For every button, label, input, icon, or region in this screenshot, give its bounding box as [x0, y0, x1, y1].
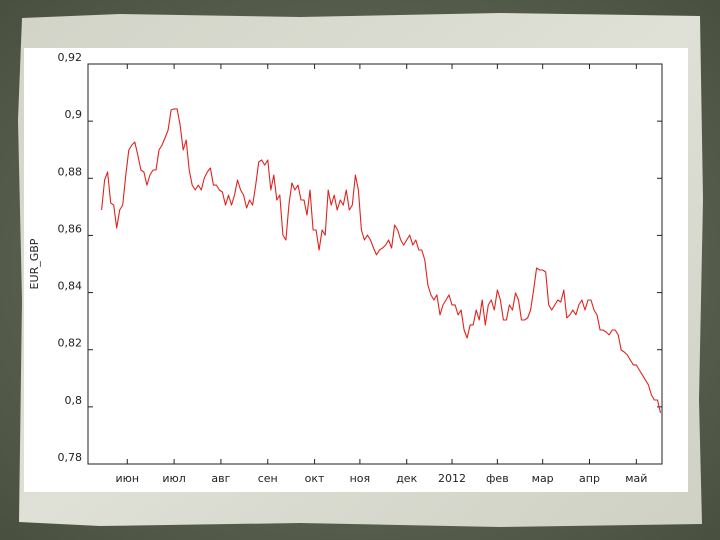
x-tick-label: апр	[579, 472, 600, 485]
y-tick-label: 0,82	[58, 337, 83, 350]
x-tick-label: фев	[486, 472, 509, 485]
x-tick-label: дек	[396, 472, 417, 485]
x-tick-label: авг	[211, 472, 230, 485]
x-tick-label: мар	[532, 472, 554, 485]
y-tick-label: 0,86	[58, 222, 83, 235]
x-tick-label: окт	[305, 472, 325, 485]
plot-frame	[87, 63, 663, 465]
line-series	[101, 108, 662, 414]
x-tick-label: июл	[162, 472, 185, 485]
x-tick-label: июн	[115, 472, 139, 485]
plot: 0,78 0,8 0,82 0,84 0,86 0,88 0,9 0,92 июн июл авг с…	[58, 51, 662, 485]
y-tick-label: 0,9	[65, 108, 83, 121]
y-tick-label: 0,78	[58, 451, 83, 464]
y-tick-label: 0,88	[58, 165, 83, 178]
y-axis-label: EUR_GBP	[28, 238, 41, 289]
chart-area	[24, 48, 688, 492]
x-tick-label: 2012	[438, 472, 466, 485]
y-tick-label: 0,92	[58, 51, 83, 64]
y-tick-label: 0,8	[65, 394, 83, 407]
x-tick-label: ноя	[350, 472, 371, 485]
x-tick-label: май	[625, 472, 647, 485]
x-tick-label: сен	[258, 472, 278, 485]
y-tick-label: 0,84	[58, 280, 83, 293]
